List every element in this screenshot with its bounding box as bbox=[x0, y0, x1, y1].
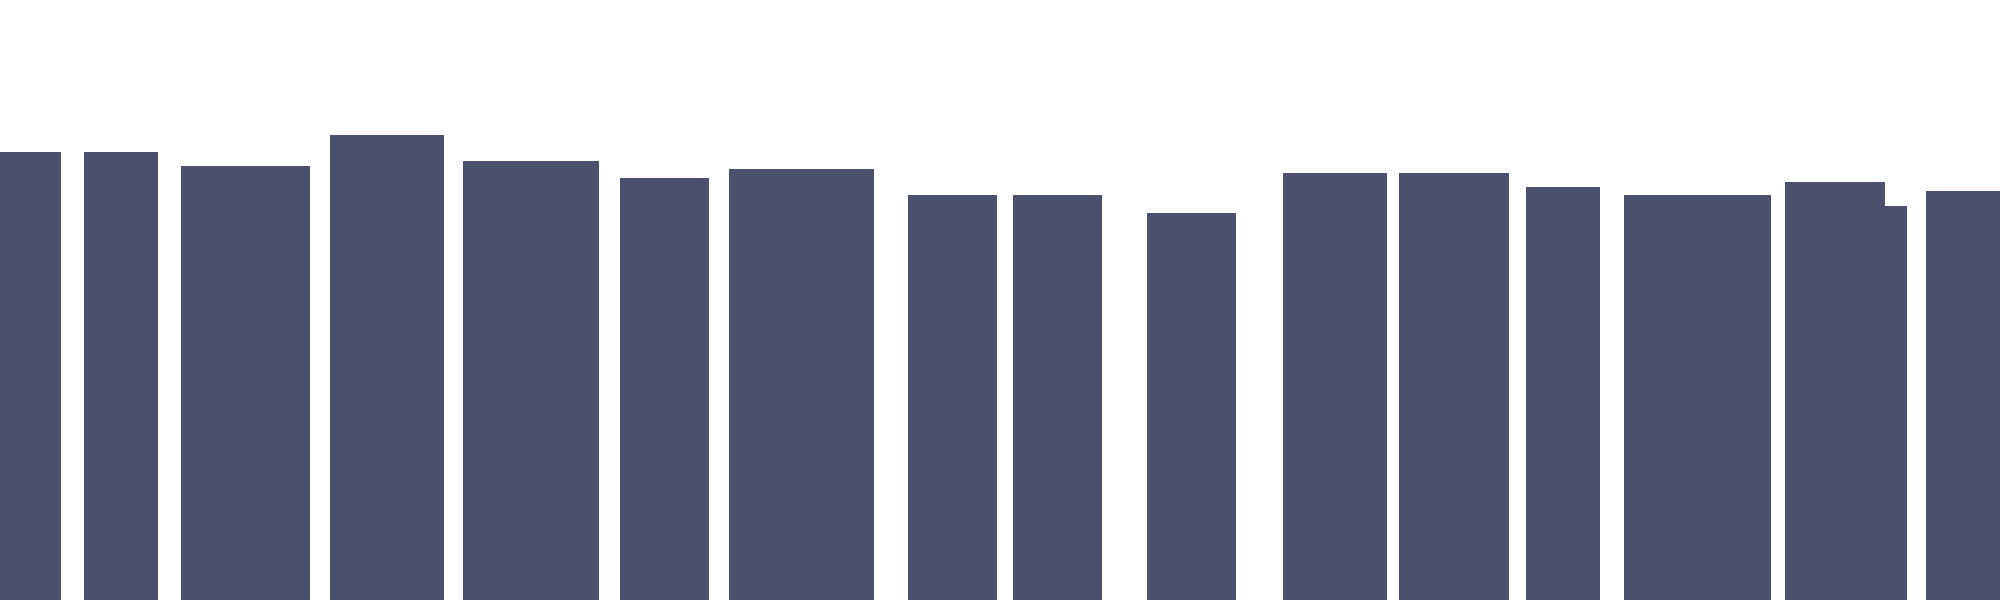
bar-14 bbox=[1624, 195, 1771, 600]
bar-15 bbox=[1785, 182, 1885, 600]
bar-17 bbox=[1926, 191, 2000, 600]
bar-6 bbox=[620, 178, 709, 600]
bar-4 bbox=[330, 135, 444, 600]
bar-13 bbox=[1526, 187, 1600, 600]
bar-2 bbox=[84, 152, 158, 600]
bar-5 bbox=[463, 161, 599, 600]
bar-11 bbox=[1283, 173, 1387, 600]
bar-3 bbox=[181, 166, 310, 600]
bar-16 bbox=[1885, 206, 1907, 600]
bar-1 bbox=[0, 152, 61, 600]
bar-series bbox=[0, 135, 2000, 600]
bar-7 bbox=[729, 169, 874, 600]
bar-12 bbox=[1399, 173, 1509, 600]
bar-8 bbox=[908, 195, 997, 600]
bar-10 bbox=[1147, 213, 1236, 600]
bar-9 bbox=[1013, 195, 1102, 600]
